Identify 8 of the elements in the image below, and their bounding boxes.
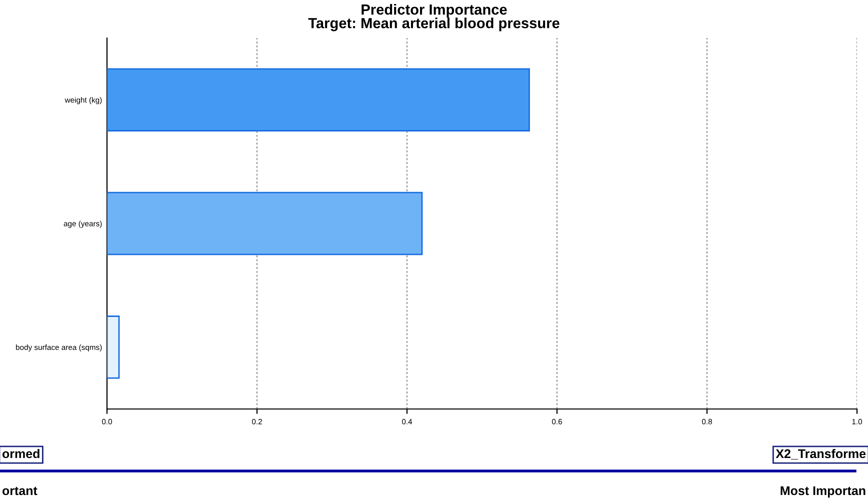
text: Most Importan bbox=[780, 486, 866, 498]
bar bbox=[107, 68, 530, 132]
text: X2_Transforme bbox=[776, 448, 866, 460]
text: ormed bbox=[2, 448, 40, 458]
bar bbox=[107, 316, 120, 379]
bar bbox=[107, 192, 423, 256]
chart-title: Predictor Importance Target: Mean arterial blood pressure bbox=[308, 4, 560, 32]
text: ortant bbox=[2, 486, 38, 496]
